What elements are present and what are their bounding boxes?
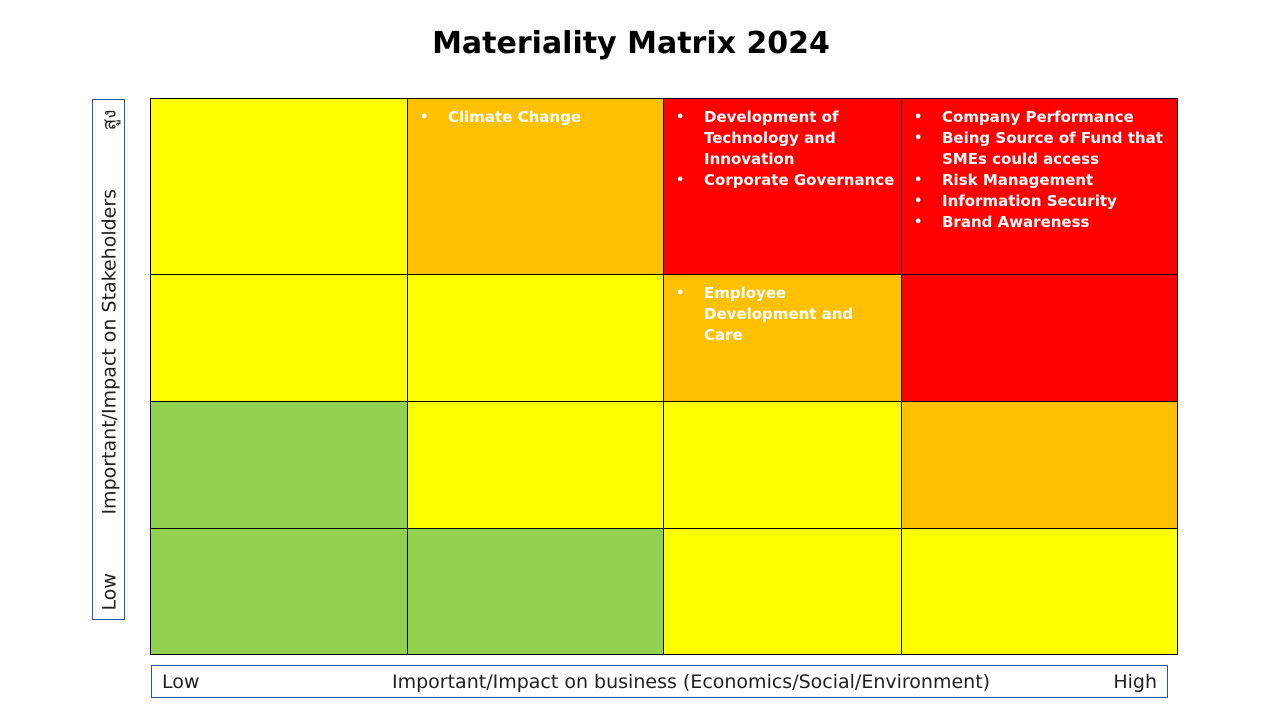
topic-item: Risk Management (914, 170, 1171, 191)
matrix-cell-r4-c1 (150, 528, 408, 655)
matrix-cell-r2-c4 (901, 274, 1178, 402)
topic-list: Climate Change (408, 99, 663, 128)
matrix-cell-r3-c1 (150, 401, 408, 529)
topic-list: Employee Development and Care (664, 275, 901, 346)
topic-item: Brand Awareness (914, 212, 1171, 233)
matrix-cell-r3-c4 (901, 401, 1178, 529)
matrix-cell-r2-c1 (150, 274, 408, 402)
topic-item: Climate Change (420, 107, 657, 128)
matrix-cell-r3-c2 (407, 401, 664, 529)
topic-list: Development of Technology and Innovation… (664, 99, 901, 191)
y-axis-box: Low Important/Impact on Stakeholders สูง (92, 99, 125, 620)
matrix-cell-r1-c4: Company Performance Being Source of Fund… (901, 98, 1178, 275)
y-axis-title: Important/Impact on Stakeholders (97, 188, 120, 515)
topic-item: Employee Development and Care (676, 283, 895, 346)
y-axis-low-label: Low (97, 572, 120, 610)
topic-list: Company Performance Being Source of Fund… (902, 99, 1177, 233)
x-axis-low-label: Low (162, 670, 200, 693)
topic-item: Being Source of Fund that SMEs could acc… (914, 128, 1171, 170)
matrix-cell-r1-c3: Development of Technology and Innovation… (663, 98, 902, 275)
x-axis-box: Low Important/Impact on business (Econom… (151, 665, 1168, 698)
materiality-matrix: Climate Change Development of Technology … (150, 98, 1178, 655)
matrix-cell-r4-c2 (407, 528, 664, 655)
topic-item: Company Performance (914, 107, 1171, 128)
matrix-cell-r1-c2: Climate Change (407, 98, 664, 275)
topic-item: Corporate Governance (676, 170, 895, 191)
topic-item: Information Security (914, 191, 1171, 212)
matrix-cell-r2-c2 (407, 274, 664, 402)
topic-item: Development of Technology and Innovation (676, 107, 895, 170)
matrix-cell-r4-c4 (901, 528, 1178, 655)
x-axis-high-label: High (1113, 670, 1157, 693)
matrix-cell-r3-c3 (663, 401, 902, 529)
page-title: Materiality Matrix 2024 (432, 26, 830, 61)
x-axis-title: Important/Impact on business (Economics/… (392, 670, 991, 693)
y-axis-high-label: สูง (97, 109, 120, 130)
matrix-cell-r4-c3 (663, 528, 902, 655)
matrix-cell-r1-c1 (150, 98, 408, 275)
matrix-cell-r2-c3: Employee Development and Care (663, 274, 902, 402)
